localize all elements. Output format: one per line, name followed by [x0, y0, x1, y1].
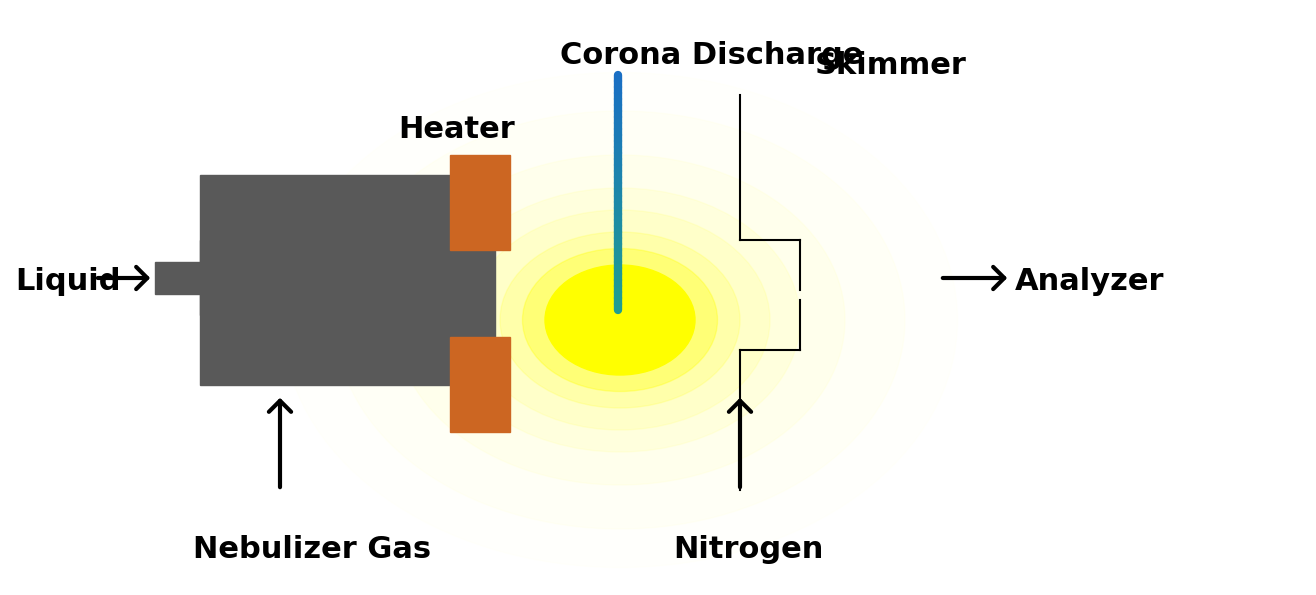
Bar	[450, 337, 511, 432]
Ellipse shape	[470, 210, 770, 430]
Text: Skimmer: Skimmer	[815, 51, 967, 80]
Ellipse shape	[500, 232, 740, 408]
Text: Liquid: Liquid	[14, 268, 121, 296]
Ellipse shape	[336, 111, 905, 529]
Ellipse shape	[545, 265, 695, 375]
Bar	[200, 240, 255, 315]
Text: Corona Discharge: Corona Discharge	[561, 40, 863, 70]
Ellipse shape	[522, 249, 717, 392]
Text: Heater: Heater	[399, 115, 516, 145]
Text: Nebulizer Gas: Nebulizer Gas	[193, 536, 432, 565]
Bar	[155, 262, 203, 294]
Ellipse shape	[395, 155, 845, 485]
Bar	[450, 155, 511, 250]
Ellipse shape	[440, 188, 800, 452]
Text: Nitrogen: Nitrogen	[672, 536, 824, 565]
Bar	[200, 175, 495, 385]
Text: Analyzer: Analyzer	[1015, 268, 1165, 296]
